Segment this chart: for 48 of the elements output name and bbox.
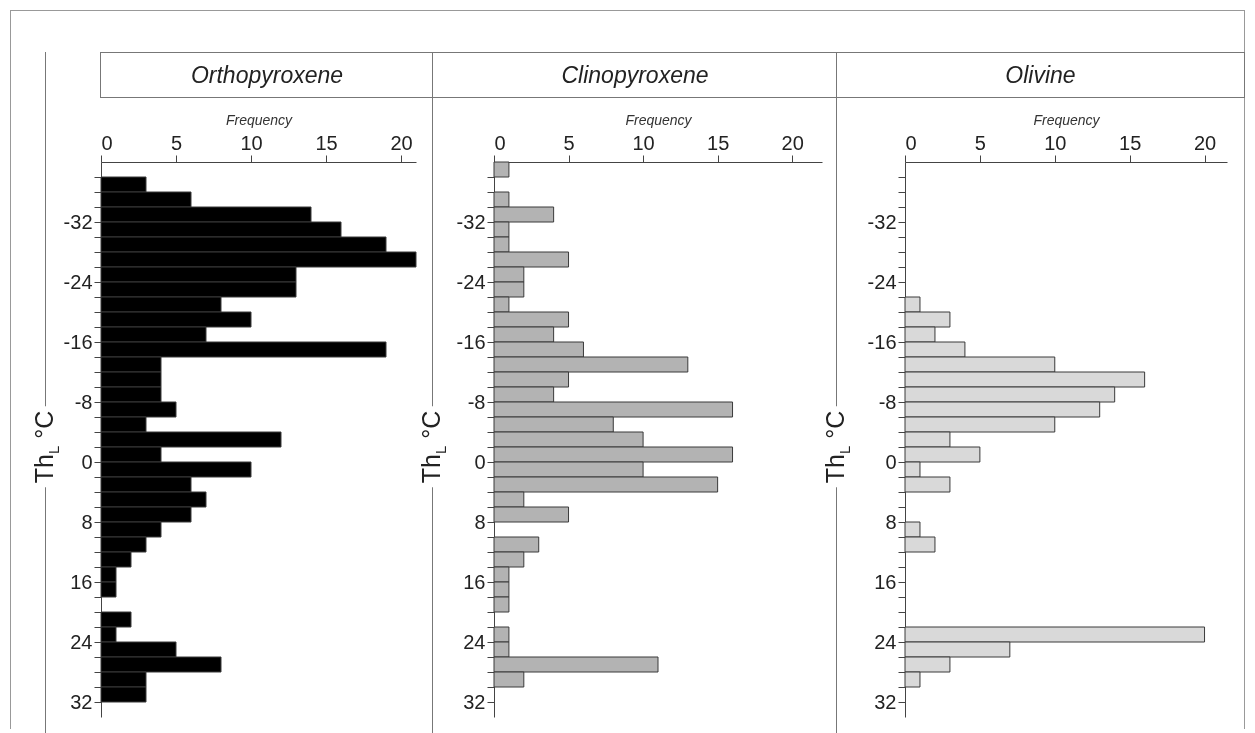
y-tick-label: 32 (463, 690, 486, 713)
y-tick-label: 0 (885, 450, 897, 473)
x-tick-label: 5 (170, 131, 183, 154)
x-tick-label: 0 (905, 131, 917, 154)
y-tick-label: 32 (874, 690, 897, 713)
y-tick-label: 8 (885, 510, 897, 533)
y-tick-label: 0 (474, 450, 486, 473)
y-tick-label: -16 (63, 330, 93, 353)
x-axis-title: Frequency (225, 111, 294, 128)
y-tick-label: -24 (456, 270, 486, 293)
y-tick-label: 8 (81, 510, 93, 533)
x-tick-label: 5 (974, 131, 986, 154)
x-axis-title: Frequency (625, 111, 693, 128)
y-tick-label: 0 (81, 450, 93, 473)
x-tick-label: 15 (707, 131, 730, 154)
y-tick-label: -8 (878, 390, 897, 413)
chart-title: Clinopyroxene (432, 52, 838, 98)
y-tick-label: 16 (463, 570, 486, 593)
y-tick-label: -24 (867, 270, 897, 293)
y-tick-label: 24 (70, 630, 93, 653)
y-tick-label: -32 (456, 210, 486, 233)
y-tick-label: -16 (867, 330, 897, 353)
y-tick-label: -24 (63, 270, 93, 293)
x-tick-label: 10 (632, 131, 655, 154)
x-tick-label: 20 (390, 131, 413, 154)
y-tick-label: -8 (74, 390, 93, 413)
y-tick-label: 16 (874, 570, 897, 593)
x-tick-label: 15 (315, 131, 338, 154)
x-tick-label: 20 (781, 131, 804, 154)
x-tick-label: 0 (101, 131, 113, 154)
y-tick-label: 8 (474, 510, 486, 533)
x-tick-label: 10 (1044, 131, 1067, 154)
x-axis-title: Frequency (1033, 111, 1101, 128)
chart-title: Olivine (836, 52, 1245, 98)
chart-title: Orthopyroxene (100, 52, 434, 98)
x-tick-label: 0 (494, 131, 506, 154)
x-tick-label: 15 (1119, 131, 1142, 154)
y-tick-label: -8 (467, 390, 486, 413)
x-tick-label: 10 (240, 131, 263, 154)
y-tick-label: 24 (463, 630, 486, 653)
x-tick-label: 5 (563, 131, 575, 154)
y-tick-label: -32 (63, 210, 93, 233)
x-tick-label: 20 (1193, 131, 1217, 154)
y-tick-label: -16 (456, 330, 486, 353)
y-tick-label: 16 (70, 570, 93, 593)
y-tick-label: -32 (867, 210, 897, 233)
y-tick-label: 32 (70, 690, 93, 713)
y-tick-label: 24 (874, 630, 897, 653)
